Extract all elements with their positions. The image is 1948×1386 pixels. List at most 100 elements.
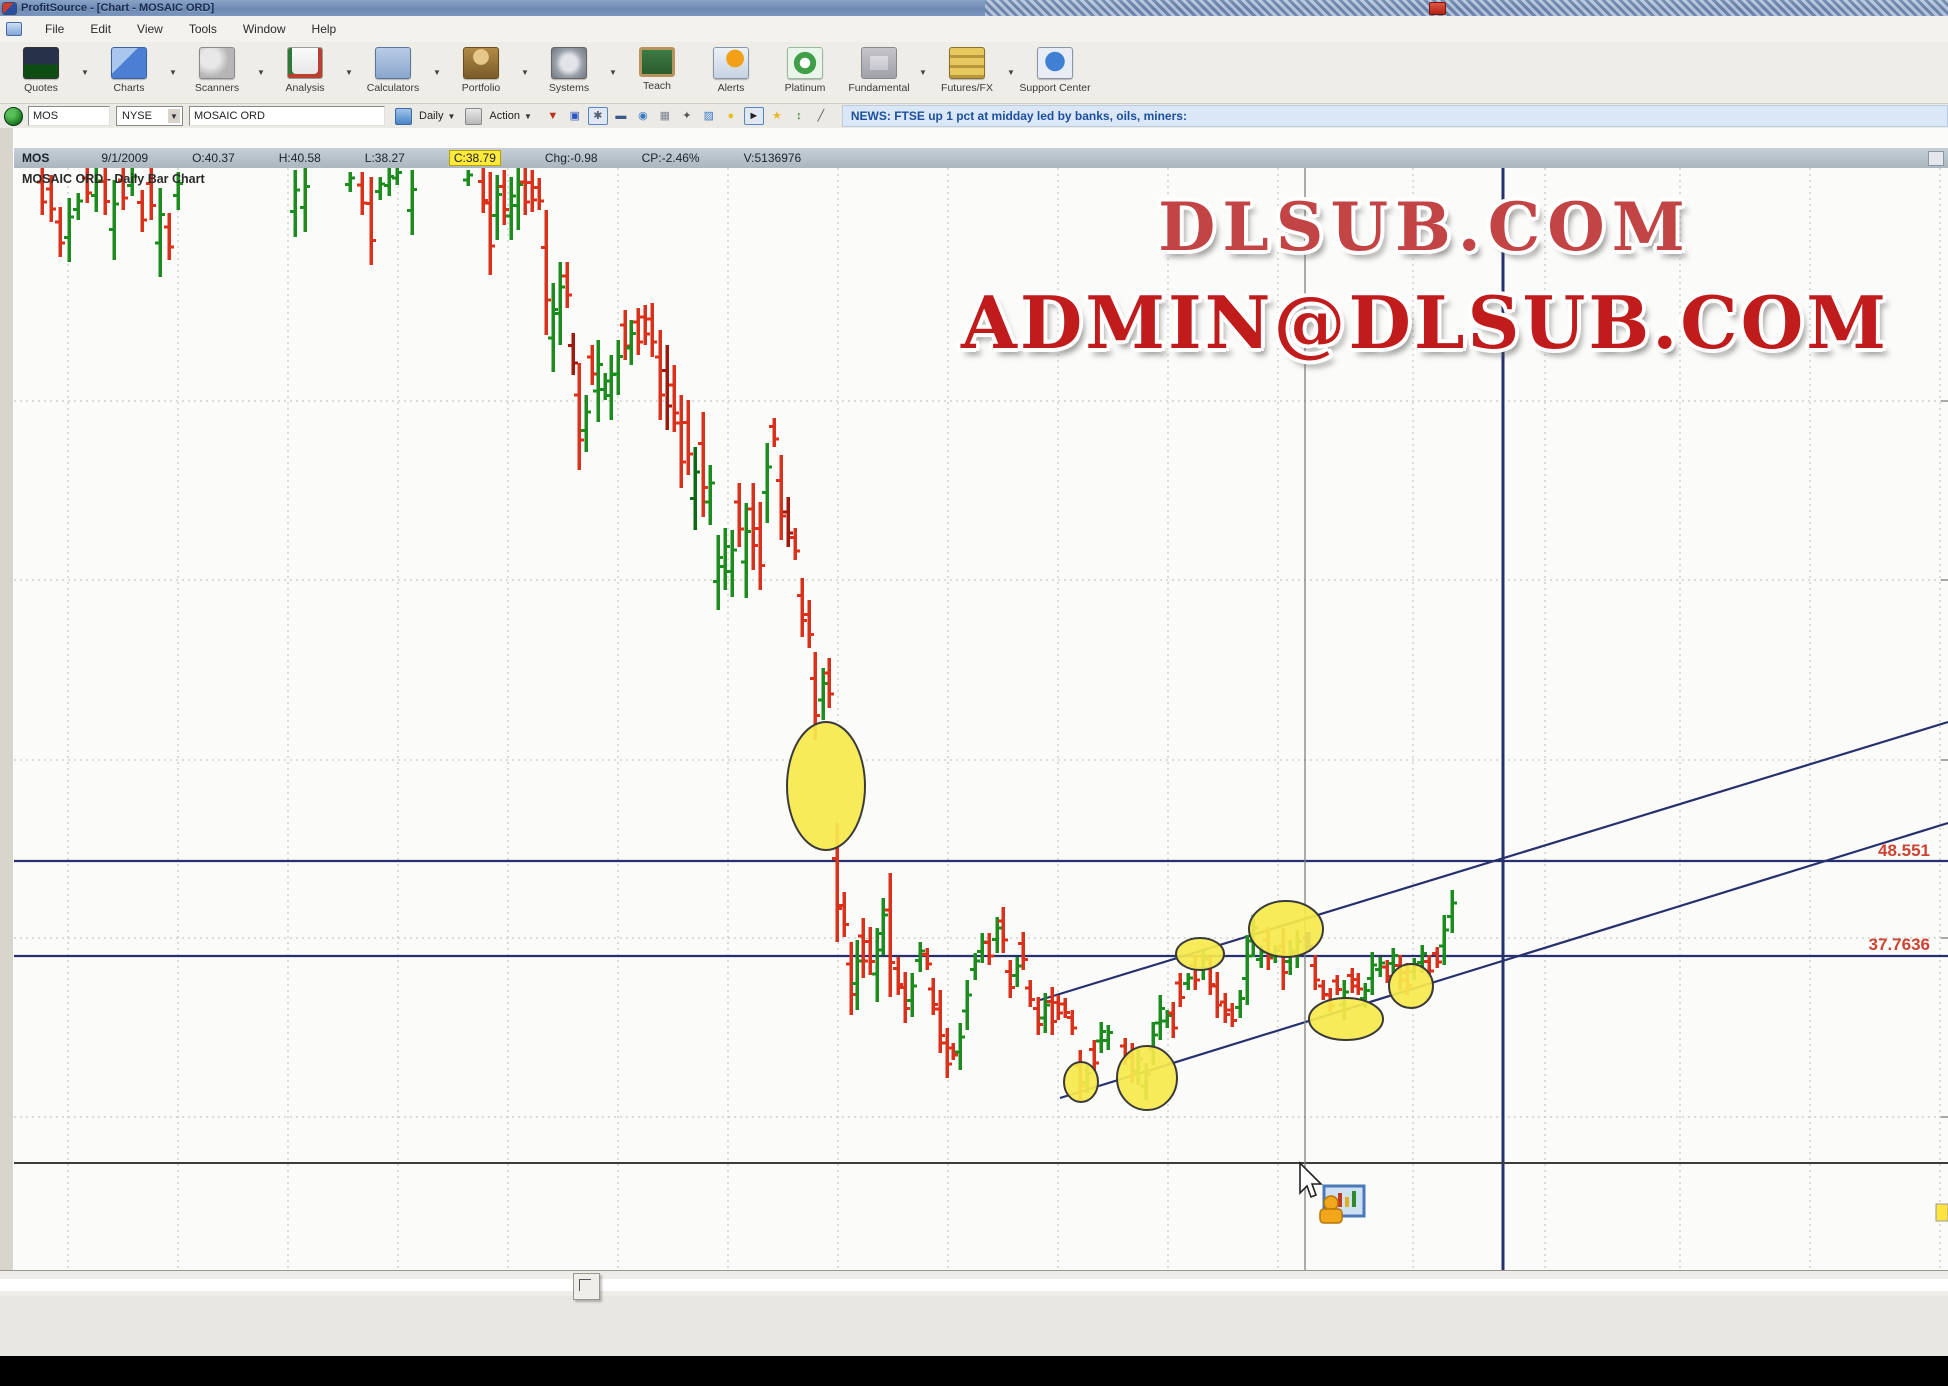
alerts-icon: [713, 47, 749, 79]
toolbar-dropdown-arrow-charts[interactable]: ▼: [169, 68, 177, 77]
toolbar-dropdown-arrow-futuresfx[interactable]: ▼: [1007, 68, 1015, 77]
toolbar-dropdown-arrow-scanners[interactable]: ▼: [257, 68, 265, 77]
company-name-input[interactable]: MOSAIC ORD: [189, 106, 385, 126]
toolbar-button-calculators[interactable]: Calculators: [356, 44, 430, 100]
toolbar-dropdown-arrow-systems[interactable]: ▼: [609, 68, 617, 77]
toolbar-button-alerts[interactable]: Alerts: [694, 44, 768, 100]
info-field: C:38.79: [448, 150, 501, 166]
portfolio-icon: [463, 47, 499, 79]
close-button[interactable]: [1429, 2, 1446, 15]
charts-icon: [111, 47, 147, 79]
toolbar-button-scanners[interactable]: Scanners: [180, 44, 254, 100]
titlebar-pattern: [985, 0, 1948, 16]
toolbar-label: Support Center: [1019, 82, 1091, 94]
toolbar-label: Portfolio: [461, 82, 501, 94]
chart-title: MOSAIC ORD - Daily Bar Chart: [22, 172, 205, 186]
period-selector[interactable]: Daily: [419, 110, 444, 122]
toolbar-button-platinum[interactable]: Platinum: [768, 44, 842, 100]
window-left-edge: [0, 128, 14, 1270]
monitor-icon[interactable]: ▬: [615, 110, 627, 122]
window-title: ProfitSource - [Chart - MOSAIC ORD]: [21, 2, 215, 14]
menu-item-file[interactable]: File: [45, 22, 65, 36]
chart-area[interactable]: [14, 168, 1948, 1270]
layout-icon[interactable]: [465, 107, 483, 125]
toolbar-button-futuresfx[interactable]: Futures/FX: [930, 44, 1004, 100]
toolbar-dropdown-arrow-calculators[interactable]: ▼: [433, 68, 441, 77]
title-bar[interactable]: ProfitSource - [Chart - MOSAIC ORD]: [0, 0, 1948, 16]
main-toolbar: Quotes ▼ Charts ▼ Scanners ▼ Analysis ▼ Calculat…: [0, 42, 1948, 104]
systems-icon: [551, 47, 587, 79]
action-menu[interactable]: Action: [489, 110, 520, 122]
toolbar-label: Platinum: [784, 82, 826, 94]
info-field: H:40.58: [278, 151, 321, 165]
news-text: NEWS: FTSE up 1 pct at midday led by ban…: [850, 109, 1187, 123]
period-caret-icon[interactable]: ▼: [447, 111, 456, 121]
symbol-input[interactable]: MOS: [28, 106, 110, 126]
toolbar-chart-gap: [0, 128, 1948, 148]
toolbar-label: Alerts: [717, 82, 745, 94]
toolbar-label: Calculators: [366, 82, 420, 94]
up-down-icon[interactable]: ↕: [796, 110, 802, 122]
teach-icon: [639, 47, 675, 77]
go-button[interactable]: [4, 106, 23, 126]
download-icon[interactable]: ▼: [547, 110, 559, 122]
save-icon[interactable]: ▣: [569, 110, 581, 122]
toolbar-button-fundamental[interactable]: Fundamental: [842, 44, 916, 100]
symbol-bar: MOS NYSE ▼ MOSAIC ORD Daily ▼ Action ▼ ▼…: [0, 104, 1948, 129]
idea-icon[interactable]: ●: [727, 110, 735, 122]
search-icon[interactable]: ◉: [638, 110, 648, 122]
support-icon: [1037, 47, 1073, 79]
exchange-dropdown[interactable]: NYSE ▼: [116, 106, 183, 126]
bottom-whiteband: [0, 1279, 1948, 1291]
toolbar-button-portfolio[interactable]: Portfolio: [444, 44, 518, 100]
calendar-icon[interactable]: [395, 107, 412, 125]
toolbar-dropdown-arrow-fundamental[interactable]: ▼: [919, 68, 927, 77]
info-field: Chg:-0.98: [544, 151, 598, 165]
toolbar-dropdown-arrow-quotes[interactable]: ▼: [81, 68, 89, 77]
info-field: MOS: [22, 151, 50, 165]
toolbar-button-systems[interactable]: Systems: [532, 44, 606, 100]
toolbar-button-teach[interactable]: Teach: [620, 44, 694, 100]
favorite-icon[interactable]: ★: [771, 110, 782, 122]
action-caret-icon[interactable]: ▼: [523, 111, 532, 121]
lower-gray-band: [0, 1296, 1948, 1356]
toolbar-button-quotes[interactable]: Quotes: [4, 44, 78, 100]
chevron-down-icon[interactable]: ▼: [168, 109, 180, 123]
info-field: V:5136976: [743, 151, 802, 165]
tools-icon[interactable]: ✦: [682, 110, 692, 122]
toolbar-dropdown-arrow-analysis[interactable]: ▼: [345, 68, 353, 77]
menu-item-window[interactable]: Window: [242, 22, 286, 36]
exchange-value: NYSE: [122, 110, 152, 122]
chart-img-icon[interactable]: ▨: [703, 110, 715, 122]
menu-item-help[interactable]: Help: [311, 22, 337, 36]
menu-item-tools[interactable]: Tools: [188, 22, 217, 36]
grid-icon[interactable]: ▦: [659, 110, 671, 122]
draw-icon[interactable]: ►: [743, 107, 764, 125]
menu-bar: File Edit View Tools Window Help: [0, 16, 1948, 43]
news-ticker[interactable]: NEWS: FTSE up 1 pct at midday led by ban…: [841, 105, 1948, 127]
menu-items: File Edit View Tools Window Help: [32, 19, 349, 39]
profitsource-logo-icon: [3, 2, 16, 14]
signature-icon[interactable]: ╱: [817, 110, 825, 122]
toolbar-dropdown-arrow-portfolio[interactable]: ▼: [521, 68, 529, 77]
toolbar-button-charts[interactable]: Charts: [92, 44, 166, 100]
toolbar-label: Analysis: [285, 82, 325, 94]
bottom-strip: [0, 1270, 1948, 1297]
fundamental-icon: [861, 47, 897, 79]
platinum-icon: [787, 47, 823, 79]
menu-item-view[interactable]: View: [137, 22, 163, 36]
info-field: L:38.27: [364, 151, 405, 165]
toolbar-label: Futures/FX: [941, 82, 993, 94]
letterbox-bar: [0, 1356, 1948, 1386]
resize-handle-button[interactable]: [573, 1273, 600, 1300]
quick-tools: ▼ ▣ ✱ ▬ ◉ ▦ ✦ ▨ ● ► ★ ↕ ╱: [542, 107, 832, 125]
toolbar-button-support[interactable]: Support Center: [1018, 44, 1092, 100]
chart-window-icon[interactable]: [6, 22, 22, 36]
toolbar-button-analysis[interactable]: Analysis: [268, 44, 342, 100]
menu-item-edit[interactable]: Edit: [90, 22, 112, 36]
infobar-corner-icon[interactable]: [1928, 151, 1944, 166]
analysis-icon: [287, 47, 323, 79]
settings-icon[interactable]: ✱: [587, 107, 608, 125]
quotes-icon: [23, 47, 59, 79]
